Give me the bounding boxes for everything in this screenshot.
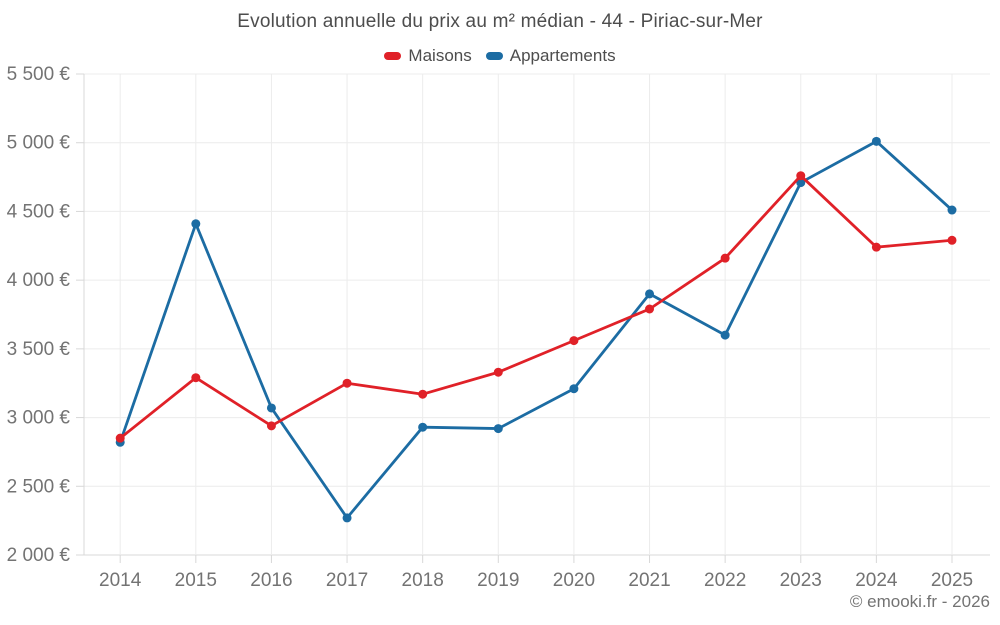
x-axis-label: 2023 xyxy=(780,570,822,591)
data-point-maisons-2020[interactable] xyxy=(569,336,579,346)
x-axis-label: 2015 xyxy=(175,570,217,591)
x-axis-label: 2017 xyxy=(326,570,368,591)
x-axis-label: 2016 xyxy=(250,570,292,591)
appartements-color-swatch-icon xyxy=(485,52,503,60)
legend-item-maisons[interactable]: Maisons xyxy=(384,46,472,66)
y-axis-label: 3 000 € xyxy=(7,408,71,429)
data-point-appartements-2015[interactable] xyxy=(191,219,201,229)
series-line-maisons xyxy=(118,174,954,440)
data-point-appartements-2022[interactable] xyxy=(720,330,730,340)
data-point-maisons-2021[interactable] xyxy=(645,304,655,314)
y-axis-label: 2 500 € xyxy=(7,476,71,497)
x-axis-label: 2019 xyxy=(477,570,519,591)
data-point-maisons-2017[interactable] xyxy=(342,378,352,388)
data-point-appartements-2021[interactable] xyxy=(645,289,655,299)
maisons-color-swatch-icon xyxy=(384,52,402,60)
data-point-maisons-2025[interactable] xyxy=(947,235,957,245)
y-axis-label: 5 000 € xyxy=(7,133,71,154)
x-axis-label: 2014 xyxy=(99,570,142,591)
x-axis-label: 2024 xyxy=(855,570,898,591)
series-line-appartements xyxy=(118,139,954,520)
data-point-appartements-2016[interactable] xyxy=(266,403,276,413)
chart-title: Evolution annuelle du prix au m² médian … xyxy=(237,11,763,32)
y-axis-label: 3 500 € xyxy=(7,339,71,360)
y-axis-label: 4 000 € xyxy=(7,270,71,291)
data-point-appartements-2019[interactable] xyxy=(493,424,503,434)
legend-label-appartements: Appartements xyxy=(509,46,616,65)
data-point-maisons-2022[interactable] xyxy=(720,253,730,263)
legend-item-appartements[interactable]: Appartements xyxy=(485,46,616,66)
data-point-appartements-2020[interactable] xyxy=(569,384,579,394)
data-point-maisons-2015[interactable] xyxy=(191,373,201,383)
x-axis-label: 2021 xyxy=(628,570,670,591)
data-point-maisons-2024[interactable] xyxy=(871,242,881,252)
data-point-maisons-2016[interactable] xyxy=(266,421,276,431)
x-axis-label: 2022 xyxy=(704,570,746,591)
x-axis-label: 2018 xyxy=(402,570,444,591)
data-point-appartements-2024[interactable] xyxy=(871,136,881,146)
data-point-appartements-2017[interactable] xyxy=(342,513,352,523)
data-point-appartements-2023[interactable] xyxy=(796,178,806,188)
x-axis-label: 2025 xyxy=(931,570,973,591)
data-point-maisons-2023[interactable] xyxy=(796,171,806,181)
copyright-attribution: © emooki.fr - 2026 xyxy=(849,592,990,611)
x-axis-label: 2020 xyxy=(553,570,595,591)
y-axis-label: 2 000 € xyxy=(7,545,71,566)
data-point-maisons-2014[interactable] xyxy=(115,433,125,443)
data-point-maisons-2019[interactable] xyxy=(493,367,503,377)
data-point-appartements-2025[interactable] xyxy=(947,205,957,215)
data-point-maisons-2018[interactable] xyxy=(418,389,428,399)
y-axis-label: 4 500 € xyxy=(7,201,71,222)
y-axis-label: 5 500 € xyxy=(7,64,71,85)
data-point-appartements-2018[interactable] xyxy=(418,422,428,432)
chart-legend: Maisons Appartements xyxy=(0,46,1000,66)
legend-label-maisons: Maisons xyxy=(408,46,472,65)
